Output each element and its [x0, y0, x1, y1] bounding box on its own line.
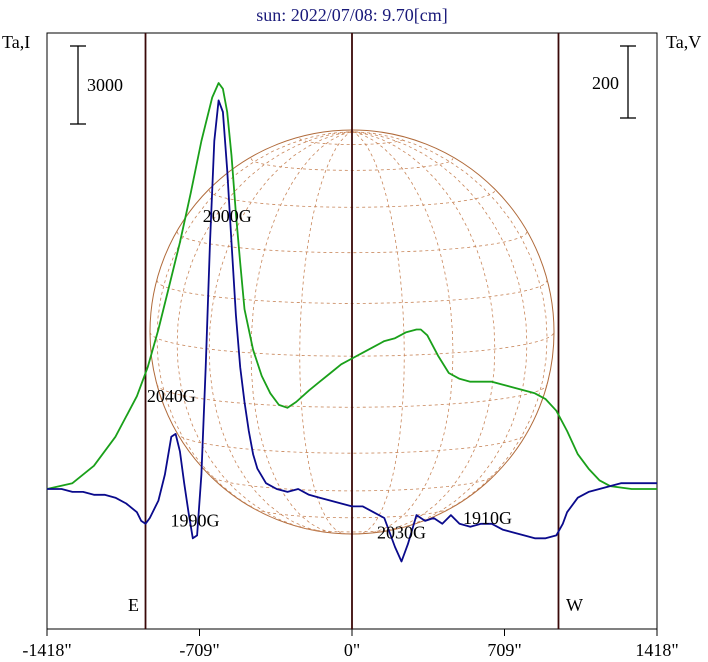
annotation-layer: 2000G 2040G 1990G 2030G 1910G: [147, 206, 512, 542]
longitude-line: [351, 131, 528, 532]
latitude-line: [176, 231, 528, 254]
right-scale-bar: [620, 45, 636, 119]
x-axis: -1418" -709" 0" 709" 1418": [22, 629, 679, 660]
annotation-label: 2030G: [377, 522, 426, 542]
longitude-line: [250, 131, 353, 533]
x-tick-label: -1418": [22, 640, 71, 660]
longitude-line: [176, 131, 353, 532]
series-line-1: [47, 99, 657, 563]
annotation-label: 2000G: [203, 206, 252, 226]
annotation-label: 2040G: [147, 386, 196, 406]
annotation-label: 1990G: [170, 511, 219, 531]
x-tick-label: 1418": [635, 640, 678, 660]
latitude-line: [299, 138, 405, 145]
limb-label-west: W: [566, 595, 583, 615]
annotation-label: 1910G: [463, 508, 512, 528]
longitude-line: [156, 131, 353, 519]
limb-label-east: E: [128, 595, 139, 615]
x-tick-label: -709": [179, 640, 219, 660]
left-scale-bar: [70, 45, 86, 125]
longitude-line: [351, 131, 548, 519]
longitude-line: [299, 131, 353, 535]
right-scale-bar-label: 200: [592, 73, 619, 93]
left-scale-bar-label: 3000: [87, 75, 123, 95]
longitude-line: [208, 131, 353, 533]
right-axis-label: Ta,V: [666, 32, 701, 52]
x-tick-label: 709": [487, 640, 521, 660]
longitude-line: [351, 131, 405, 535]
left-axis-label: Ta,I: [2, 32, 30, 52]
chart-title: sun: 2022/07/08: 9.70[cm]: [256, 5, 448, 25]
latitude-line: [299, 525, 405, 533]
series-line-0: [46, 82, 657, 490]
x-tick-label: 0": [344, 640, 360, 660]
series-layer: [46, 82, 657, 563]
longitude-line: [351, 131, 496, 533]
longitude-line: [351, 131, 454, 533]
